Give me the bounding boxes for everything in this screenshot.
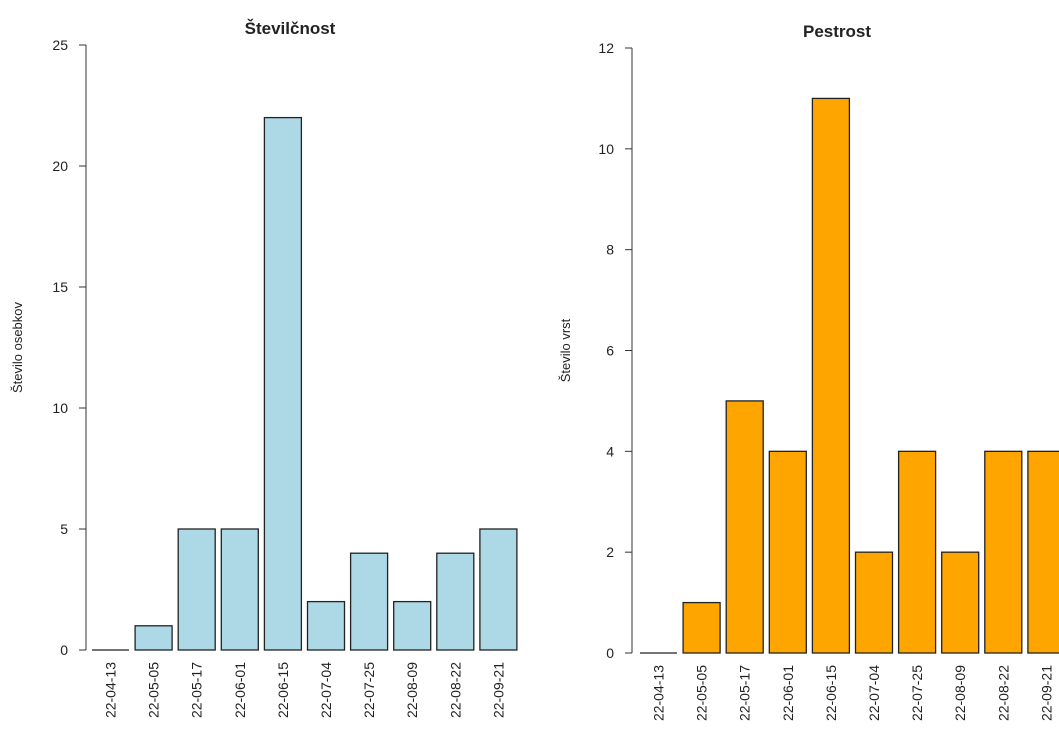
chart-title: Pestrost bbox=[803, 22, 871, 41]
y-tick-label: 8 bbox=[606, 242, 614, 258]
bar-22-06-01 bbox=[768, 450, 807, 654]
y-axis-label: Število vrst bbox=[558, 318, 573, 382]
y-ticks: 0 2 4 6 8 10 12 bbox=[598, 40, 632, 661]
x-tick-label: 22-07-25 bbox=[909, 665, 925, 721]
x-tick-label: 22-09-21 bbox=[1038, 665, 1054, 721]
bar-22-08-09 bbox=[393, 600, 432, 651]
x-tick-label: 22-06-15 bbox=[275, 662, 291, 718]
x-tick-label: 22-05-05 bbox=[694, 665, 710, 721]
y-tick-label: 6 bbox=[606, 343, 614, 359]
diversity-chart: Pestrost Število vrst 0 2 4 6 8 10 12 22-04-13… bbox=[558, 22, 1059, 721]
bar-22-08-22 bbox=[436, 552, 475, 651]
bars bbox=[640, 97, 1059, 654]
bar-22-09-21 bbox=[1027, 450, 1059, 654]
bar-22-08-09 bbox=[941, 551, 980, 654]
x-tick-label: 22-09-21 bbox=[490, 662, 506, 718]
y-tick-label: 10 bbox=[52, 400, 68, 416]
y-tick-label: 12 bbox=[598, 40, 614, 56]
x-tick-labels: 22-04-13 22-05-05 22-05-17 22-06-01 22-06-15… bbox=[651, 665, 1055, 721]
x-tick-label: 22-06-01 bbox=[232, 662, 248, 718]
y-tick-label: 20 bbox=[52, 158, 68, 174]
x-tick-label: 22-07-25 bbox=[361, 662, 377, 718]
bars bbox=[92, 116, 518, 651]
y-ticks: 0 5 10 15 20 25 bbox=[52, 37, 86, 658]
x-tick-label: 22-07-04 bbox=[318, 662, 334, 718]
x-tick-label: 22-08-09 bbox=[952, 665, 968, 721]
x-tick-label: 22-08-22 bbox=[447, 662, 463, 718]
x-tick-label: 22-06-01 bbox=[780, 665, 796, 721]
y-axis-label: Število osebkov bbox=[10, 301, 25, 393]
chart-title: Številčnost bbox=[245, 19, 336, 38]
x-tick-label: 22-04-13 bbox=[103, 662, 119, 718]
bar-22-08-22 bbox=[984, 450, 1023, 654]
y-tick-label: 0 bbox=[60, 642, 68, 658]
x-tick-label: 22-06-15 bbox=[823, 665, 839, 721]
bar-22-07-25 bbox=[897, 450, 937, 654]
y-tick-label: 5 bbox=[60, 521, 68, 537]
bar-22-05-05 bbox=[134, 625, 173, 651]
y-tick-label: 10 bbox=[598, 141, 614, 157]
y-tick-label: 2 bbox=[606, 544, 614, 560]
y-tick-label: 25 bbox=[52, 37, 68, 53]
x-tick-label: 22-05-17 bbox=[737, 665, 753, 721]
bar-22-09-21 bbox=[479, 528, 518, 651]
bar-22-07-04 bbox=[306, 600, 346, 651]
y-tick-label: 4 bbox=[606, 443, 614, 459]
abundance-chart: Številčnost Število osebkov 0 5 10 15 20 25 2… bbox=[10, 19, 518, 718]
bar-22-05-05 bbox=[682, 601, 721, 654]
y-tick-label: 0 bbox=[606, 645, 614, 661]
bar-22-05-17 bbox=[177, 528, 216, 651]
x-tick-label: 22-05-17 bbox=[189, 662, 205, 718]
bar-22-06-15 bbox=[811, 97, 851, 654]
x-tick-label: 22-08-22 bbox=[995, 665, 1011, 721]
bar-22-05-17 bbox=[725, 400, 764, 654]
bar-22-06-15 bbox=[263, 116, 303, 651]
y-tick-label: 15 bbox=[52, 279, 68, 295]
x-tick-label: 22-07-04 bbox=[866, 665, 882, 721]
bar-22-07-25 bbox=[349, 552, 389, 651]
x-tick-label: 22-04-13 bbox=[651, 665, 667, 721]
x-tick-label: 22-05-05 bbox=[146, 662, 162, 718]
bar-22-07-04 bbox=[854, 551, 894, 654]
x-tick-label: 22-08-09 bbox=[404, 662, 420, 718]
x-tick-labels: 22-04-13 22-05-05 22-05-17 22-06-01 22-06-15… bbox=[103, 662, 507, 718]
bar-22-06-01 bbox=[220, 528, 259, 651]
